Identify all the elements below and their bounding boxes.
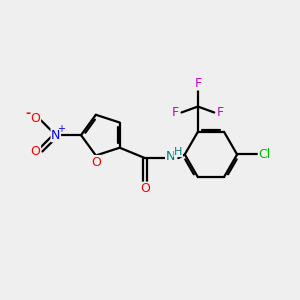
Text: +: + [57,124,65,134]
Text: O: O [31,145,40,158]
Text: -: - [25,107,30,120]
Text: F: F [217,106,224,119]
Text: F: F [172,106,179,119]
Text: N: N [51,129,61,142]
Text: F: F [194,77,201,90]
Text: H: H [174,147,182,157]
Text: O: O [91,155,101,169]
Text: O: O [140,182,150,195]
Text: N: N [166,150,175,163]
Text: Cl: Cl [258,148,271,161]
Text: O: O [31,112,40,125]
